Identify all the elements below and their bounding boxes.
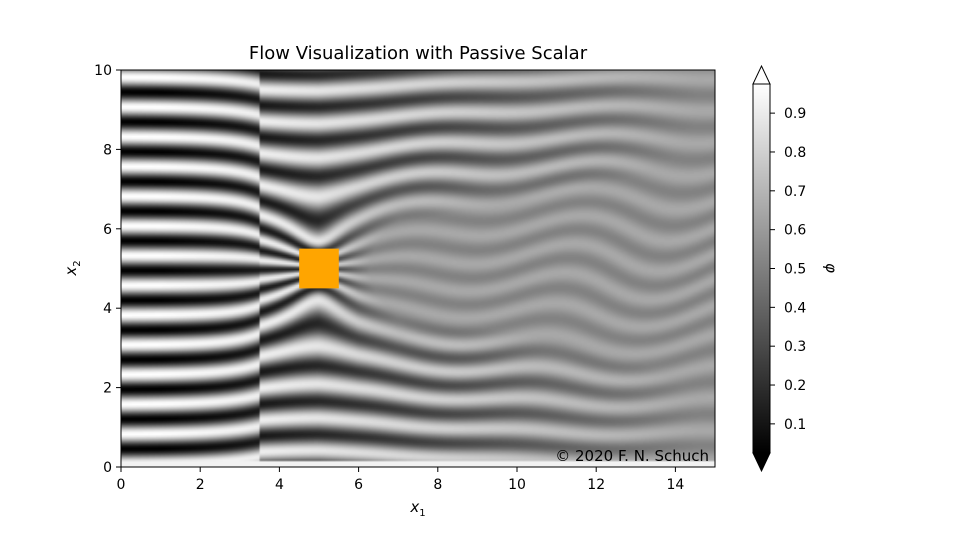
y-tick-label: 4 [103,301,112,317]
obstacle-square [299,248,339,289]
x-tick-label: 14 [666,477,684,493]
colorbar: 0.1 0.2 0.3 0.4 0.5 0.6 0.7 0.8 0.9 φ [752,64,840,473]
y-tick-label: 10 [94,63,112,79]
y-axis-ticks: 0 2 4 6 8 10 [94,63,121,476]
colorbar-tick-label: 0.1 [784,417,806,433]
y-axis-label-base: x [62,267,80,277]
colorbar-tick-label: 0.3 [784,339,806,355]
colorbar-extend-max [752,64,771,85]
x-axis-label-base: x [409,498,419,516]
copyright-annotation: © 2020 F. N. Schuch [555,447,709,465]
colorbar-tick-label: 0.7 [784,184,806,200]
x-axis-ticks: 0 2 4 6 8 10 12 14 [117,467,684,493]
x-tick-label: 0 [117,477,126,493]
x-tick-label: 2 [196,477,205,493]
y-tick-label: 2 [103,381,112,397]
y-tick-label: 0 [103,460,112,476]
colorbar-tick-label: 0.8 [784,145,806,161]
y-tick-label: 6 [103,222,112,238]
x-axis-label-sub: 1 [419,508,425,519]
y-axis-label-sub: 2 [72,260,83,266]
x-axis-label: x1 [409,498,425,519]
colorbar-tick-label: 0.9 [784,106,806,122]
scalar-field-image [121,70,715,467]
x-tick-label: 8 [433,477,442,493]
colorbar-tick-label: 0.6 [784,223,806,239]
y-axis-label: x2 [62,260,83,276]
colorbar-gradient [753,84,770,453]
colorbar-extend-min [752,452,771,473]
colorbar-tick-label: 0.4 [784,300,806,316]
x-tick-label: 6 [354,477,363,493]
x-tick-label: 12 [587,477,605,493]
colorbar-tick-label: 0.2 [784,378,806,394]
chart-title: Flow Visualization with Passive Scalar [249,43,588,64]
colorbar-tick-label: 0.5 [784,262,806,278]
colorbar-label: φ [822,263,840,273]
x-tick-label: 10 [508,477,526,493]
x-tick-label: 4 [275,477,284,493]
plot-frame [120,69,716,468]
colorbar-ticks: 0.1 0.2 0.3 0.4 0.5 0.6 0.7 0.8 0.9 [770,106,806,433]
y-tick-label: 8 [103,142,112,158]
